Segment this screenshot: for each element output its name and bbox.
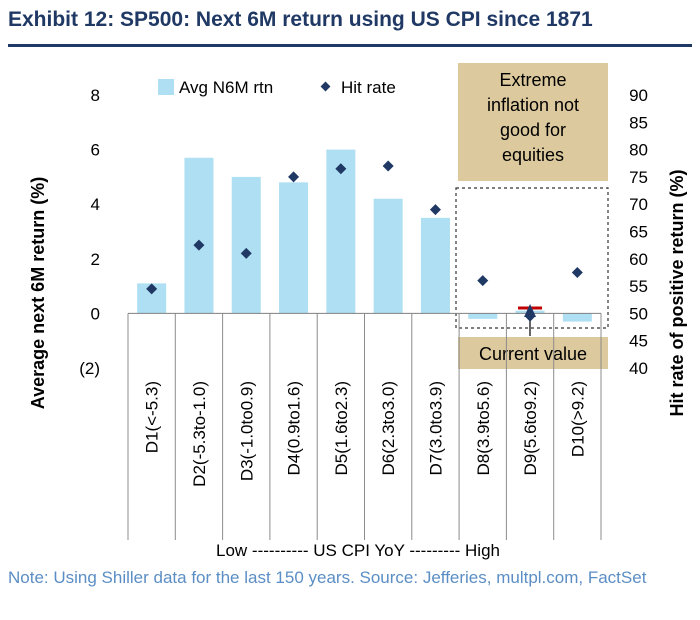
x-tick-label-6: D6(2.3to3.0) bbox=[379, 381, 398, 476]
hit-rate-point-8 bbox=[477, 275, 489, 287]
x-tick-label-1: D1(<-5.3) bbox=[143, 381, 162, 453]
legend-marker-label: Hit rate bbox=[341, 78, 396, 97]
callout-line-3: good for bbox=[500, 120, 566, 140]
legend-bar-label: Avg N6M rtn bbox=[179, 78, 273, 97]
y-tick-label: 0 bbox=[91, 304, 100, 323]
hit-rate-point-2 bbox=[193, 239, 205, 251]
callout-box bbox=[458, 63, 608, 181]
highlight-box bbox=[455, 187, 609, 329]
y-axis-title: Average next 6M return (%) bbox=[28, 177, 48, 409]
bar-2 bbox=[184, 157, 214, 314]
y2-tick-label: 55 bbox=[629, 277, 648, 296]
y-tick-label: 4 bbox=[91, 195, 100, 214]
y-tick-label: 6 bbox=[91, 141, 100, 160]
y2-tick-label: 80 bbox=[629, 141, 648, 160]
bar-6 bbox=[373, 198, 403, 314]
bar-5 bbox=[326, 149, 356, 314]
y2-tick-label: 45 bbox=[629, 332, 648, 351]
y2-tick-label: 75 bbox=[629, 168, 648, 187]
bar-10 bbox=[562, 313, 592, 322]
callout-text: Extreme inflation not good for equities bbox=[487, 70, 579, 165]
x-tick-label-4: D4(0.9to1.6) bbox=[285, 381, 304, 476]
y2-tick-label: 85 bbox=[629, 113, 648, 132]
x-axis-title: Low ---------- US CPI YoY --------- High bbox=[216, 541, 500, 560]
current-value-arrow bbox=[524, 303, 537, 317]
y-tick-label: 8 bbox=[91, 86, 100, 105]
source-note: Note: Using Shiller data for the last 15… bbox=[8, 568, 647, 587]
callout-line-2: inflation not bbox=[487, 95, 579, 115]
legend-bar-swatch bbox=[158, 79, 174, 95]
y-tick-label: 2 bbox=[91, 250, 100, 269]
current-value-box bbox=[458, 337, 608, 369]
y2-tick-label: 65 bbox=[629, 223, 648, 242]
hit-rate-point-4 bbox=[288, 171, 300, 183]
x-tick-label-2: D2(-5.3to-1.0) bbox=[190, 381, 209, 487]
legend-marker-swatch bbox=[320, 81, 331, 92]
y2-axis-title: Hit rate of positive return (%) bbox=[667, 169, 687, 416]
y2-tick-label: 90 bbox=[629, 86, 648, 105]
chart: Average next 6M return (%) Hit rate of p… bbox=[28, 63, 687, 560]
hit-rate-point-7 bbox=[429, 204, 441, 216]
x-tick-label-9: D9(5.6to9.2) bbox=[521, 381, 540, 476]
x-tick-label-5: D5(1.6to2.3) bbox=[332, 381, 351, 476]
x-tick-label-8: D8(3.9to5.6) bbox=[474, 381, 493, 476]
y2-tick-label: 70 bbox=[629, 195, 648, 214]
hit-rate-point-5 bbox=[335, 163, 347, 175]
bar-7 bbox=[420, 217, 450, 314]
bar-3 bbox=[231, 176, 261, 314]
y2-tick-label: 40 bbox=[629, 359, 648, 378]
current-value-label: Current value bbox=[479, 344, 587, 364]
callout-line-1: Extreme bbox=[499, 70, 566, 90]
title-rule bbox=[8, 44, 692, 47]
hit-rate-point-10 bbox=[571, 266, 583, 278]
chart-title: Exhibit 12: SP500: Next 6M return using … bbox=[8, 8, 593, 31]
bar-4 bbox=[279, 182, 309, 314]
legend: Avg N6M rtn Hit rate bbox=[158, 78, 396, 97]
callout-line-4: equities bbox=[502, 145, 564, 165]
y2-tick-label: 60 bbox=[629, 250, 648, 269]
bar-8 bbox=[468, 313, 498, 319]
x-tick-label-3: D3(-1.0to0.9) bbox=[237, 381, 256, 481]
x-tick-label-7: D7(3.0to3.9) bbox=[426, 381, 445, 476]
y-tick-label: (2) bbox=[79, 359, 100, 378]
hit-rate-point-3 bbox=[240, 247, 252, 259]
hit-rate-point-6 bbox=[382, 160, 394, 172]
hit-rate-point-1 bbox=[146, 283, 158, 295]
x-tick-label-10: D10(>9.2) bbox=[568, 381, 587, 457]
y2-tick-label: 50 bbox=[629, 304, 648, 323]
